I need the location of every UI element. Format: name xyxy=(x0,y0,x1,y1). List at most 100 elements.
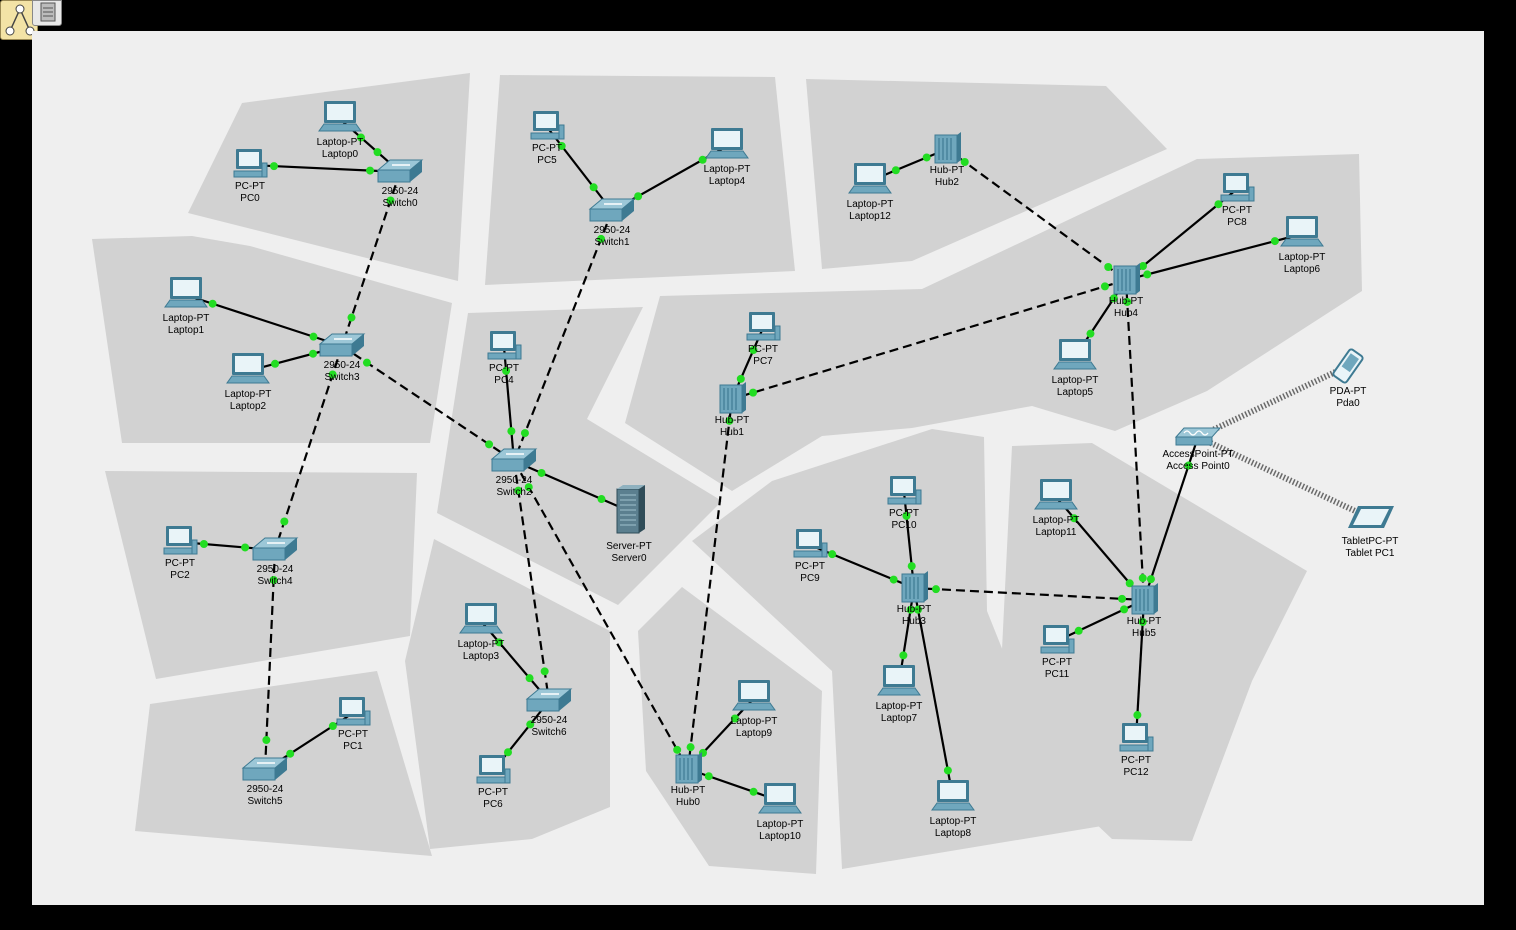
link-switch3-switch2[interactable] xyxy=(341,345,515,462)
link-switch4-switch5[interactable] xyxy=(263,549,277,771)
device-model-label: AccessPoint-PT xyxy=(1162,449,1233,460)
pda-icon xyxy=(1332,348,1364,384)
link-server0-switch2[interactable] xyxy=(513,459,630,513)
switch-icon xyxy=(241,757,289,781)
port-indicator xyxy=(514,486,523,495)
cluster-areas xyxy=(92,73,1362,874)
device-model-label: Laptop-PT xyxy=(731,716,778,727)
port-indicator xyxy=(1270,237,1279,246)
port-indicator xyxy=(1109,294,1118,303)
link-pc4-switch2[interactable] xyxy=(502,346,516,462)
device-name-label: Laptop11 xyxy=(1036,527,1077,538)
port-indicator xyxy=(1125,579,1134,588)
hub-icon xyxy=(1113,263,1140,295)
device-name-label: PC5 xyxy=(537,155,557,166)
port-indicator xyxy=(557,141,566,150)
link-pc5-switch1[interactable] xyxy=(546,126,613,212)
cluster-area xyxy=(405,539,610,849)
link-pc11-hub5[interactable] xyxy=(1056,599,1145,642)
port-indicator xyxy=(922,153,931,162)
port-indicator xyxy=(507,427,516,436)
port-indicator xyxy=(889,575,898,584)
link-hub3-hub5[interactable] xyxy=(913,586,1145,602)
device-model-label: PC-PT xyxy=(165,558,195,569)
device-tray-icon[interactable] xyxy=(32,0,62,26)
hub-icon xyxy=(675,752,702,784)
device-model-label: PC-PT xyxy=(889,508,919,519)
port-indicator xyxy=(943,766,952,775)
pc-icon xyxy=(887,476,922,505)
link-switch3-switch4[interactable] xyxy=(273,345,344,551)
workspace-canvas[interactable]: PC-PT PC0 Laptop-PT Laptop0 2950-24 Switch0 PC… xyxy=(32,31,1484,905)
port-indicator xyxy=(698,155,707,164)
link-ap0-tablet1[interactable] xyxy=(1196,434,1372,521)
link-hub2-hub4[interactable] xyxy=(946,148,1127,281)
port-indicator xyxy=(906,605,915,614)
link-hub4-hub1[interactable] xyxy=(731,278,1127,401)
device-name-label: PC10 xyxy=(891,520,916,531)
link-pc10-hub3[interactable] xyxy=(902,491,916,589)
port-indicator xyxy=(1100,282,1109,291)
device-name-label: Switch3 xyxy=(324,372,359,383)
link-hub4-hub5[interactable] xyxy=(1124,279,1146,601)
pc-icon xyxy=(1040,625,1075,654)
port-indicator xyxy=(1120,605,1129,614)
port-indicator xyxy=(1133,711,1142,720)
link-switch1-switch2[interactable] xyxy=(512,210,614,462)
link-laptop8-hub3[interactable] xyxy=(912,587,955,799)
link-switch2-switch6[interactable] xyxy=(512,460,551,702)
hub-icon xyxy=(1131,583,1158,615)
device-name-label: Laptop0 xyxy=(322,149,359,160)
link-laptop3-switch6[interactable] xyxy=(480,620,550,702)
link-switch2-hub0[interactable] xyxy=(513,460,689,770)
cluster-area xyxy=(188,73,470,281)
link-hub1-hub0[interactable] xyxy=(686,398,734,770)
device-model-label: Hub-PT xyxy=(1109,296,1143,307)
device-name-label: PC11 xyxy=(1045,669,1070,680)
hub-icon xyxy=(901,571,928,603)
device-model-label: Laptop-PT xyxy=(847,199,894,210)
